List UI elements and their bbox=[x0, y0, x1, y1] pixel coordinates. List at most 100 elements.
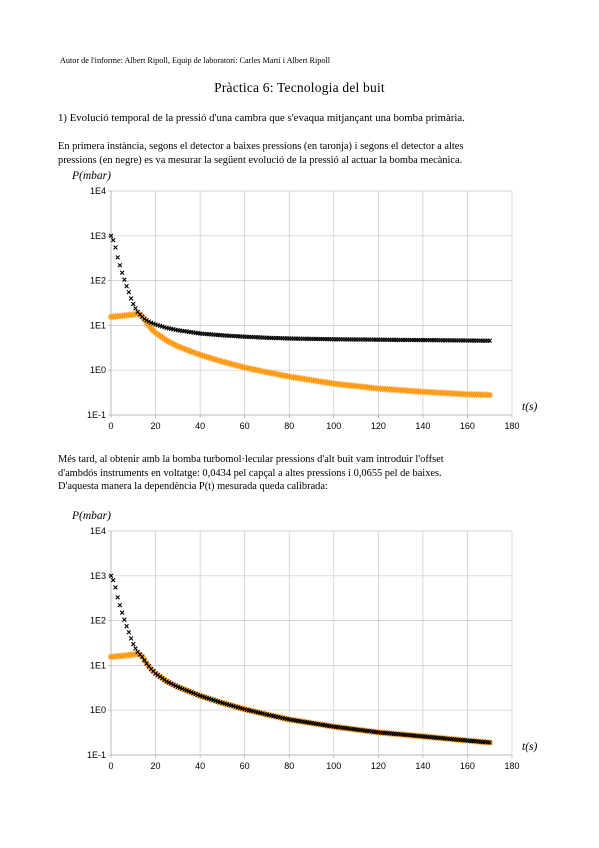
data-point bbox=[203, 353, 210, 361]
data-point bbox=[210, 355, 217, 363]
x-tick-label: 40 bbox=[195, 421, 205, 431]
data-point bbox=[142, 316, 147, 322]
data-point bbox=[119, 270, 125, 275]
data-point bbox=[214, 357, 222, 364]
data-point bbox=[166, 680, 172, 685]
data-point bbox=[144, 318, 149, 323]
x-tick-label: 160 bbox=[460, 761, 475, 771]
x-tick-label: 60 bbox=[240, 761, 250, 771]
x-tick-label: 80 bbox=[284, 421, 294, 431]
data-point bbox=[139, 654, 145, 660]
data-point bbox=[486, 391, 493, 399]
data-point bbox=[124, 283, 129, 289]
data-point bbox=[115, 255, 120, 260]
x-tick-label: 160 bbox=[460, 421, 475, 431]
series-low-pressure-detector bbox=[107, 310, 493, 399]
x-tick-label: 20 bbox=[151, 421, 161, 431]
data-point bbox=[130, 641, 136, 647]
data-point bbox=[142, 658, 147, 663]
data-point bbox=[181, 345, 188, 353]
data-point bbox=[201, 353, 208, 360]
y-tick-label: 1E3 bbox=[90, 231, 106, 241]
data-point bbox=[122, 617, 127, 622]
data-point bbox=[117, 602, 123, 608]
data-point bbox=[128, 296, 134, 301]
x-tick-label: 0 bbox=[108, 761, 113, 771]
data-point bbox=[133, 646, 138, 651]
data-point bbox=[190, 349, 197, 356]
paragraph-line: Més tard, al obtenir amb la bomba turbom… bbox=[58, 454, 444, 465]
data-point bbox=[110, 237, 116, 243]
pressure-chart-initial: 0 20 40 60 80 100 120 140 160 180 1E-1 1E0 1E1 1E2 1E3… bbox=[71, 170, 538, 431]
data-point bbox=[173, 683, 178, 689]
y-tick-label: 1E4 bbox=[90, 186, 106, 196]
author-line: Autor de l'informe: Albert Ripoll, Equip… bbox=[60, 56, 331, 65]
data-point bbox=[133, 306, 138, 311]
y-tick-label: 1E1 bbox=[90, 660, 106, 670]
data-point bbox=[122, 277, 127, 282]
data-point bbox=[192, 349, 199, 357]
data-point bbox=[216, 357, 224, 365]
x-tick-label: 60 bbox=[240, 421, 250, 431]
data-point bbox=[126, 289, 132, 295]
data-point bbox=[113, 585, 118, 590]
paragraph-line: En primera instància, segons el detector… bbox=[58, 141, 464, 152]
page-title: Pràctica 6: Tecnologia del buit bbox=[214, 80, 385, 95]
data-point bbox=[117, 262, 123, 268]
data-point bbox=[134, 650, 141, 658]
data-point bbox=[212, 356, 219, 363]
data-point bbox=[128, 636, 134, 641]
y-tick-label: 1E0 bbox=[90, 365, 106, 375]
data-point bbox=[185, 347, 193, 354]
data-point bbox=[108, 573, 114, 579]
series-low-pressure-detector bbox=[107, 650, 493, 746]
data-point bbox=[170, 340, 177, 348]
data-point bbox=[124, 623, 129, 629]
x-tick-label: 140 bbox=[415, 761, 430, 771]
data-point bbox=[171, 682, 176, 688]
pressure-chart-calibrated: 0 20 40 60 80 100 120 140 160 180 1E-1 1E0 1E1 1E2 1E3… bbox=[71, 510, 538, 771]
series-high-pressure-detector bbox=[108, 233, 493, 344]
data-point bbox=[205, 354, 213, 361]
data-point bbox=[163, 337, 170, 344]
x-tick-label: 180 bbox=[504, 761, 519, 771]
y-axis-label: P(mbar) bbox=[71, 510, 111, 522]
y-tick-label: 1E-1 bbox=[87, 750, 106, 760]
data-point bbox=[164, 679, 169, 684]
x-tick-label: 100 bbox=[326, 421, 341, 431]
paragraph-line: d'ambdós instruments en voltatge: 0,0434… bbox=[58, 467, 442, 479]
data-point bbox=[145, 322, 153, 329]
x-tick-label: 120 bbox=[371, 421, 386, 431]
data-point bbox=[188, 348, 195, 355]
y-tick-label: 1E2 bbox=[90, 276, 106, 286]
data-point bbox=[143, 319, 150, 326]
data-point bbox=[165, 338, 173, 345]
paragraph-intro: En primera instància, segons el detector… bbox=[58, 140, 538, 167]
data-point bbox=[208, 355, 215, 362]
x-tick-label: 120 bbox=[371, 761, 386, 771]
data-point bbox=[199, 352, 206, 359]
x-tick-label: 100 bbox=[326, 761, 341, 771]
paragraph-line: D'aquesta manera la dependència P(t) mes… bbox=[58, 481, 328, 492]
y-tick-label: 1E2 bbox=[90, 616, 106, 626]
data-point bbox=[196, 351, 204, 359]
x-tick-label: 80 bbox=[284, 761, 294, 771]
y-tick-label: 1E1 bbox=[90, 320, 106, 330]
paragraph-calibration: Més tard, al obtenir amb la bomba turbom… bbox=[58, 453, 538, 494]
y-tick-label: 1E-1 bbox=[87, 410, 106, 420]
data-point bbox=[126, 629, 132, 635]
data-point bbox=[146, 319, 152, 324]
data-point bbox=[179, 344, 186, 352]
y-tick-label: 1E0 bbox=[90, 705, 106, 715]
y-tick-label: 1E3 bbox=[90, 571, 106, 581]
x-tick-label: 40 bbox=[195, 761, 205, 771]
x-axis-label: t(s) bbox=[522, 401, 538, 413]
data-point bbox=[113, 245, 118, 250]
x-tick-label: 0 bbox=[108, 421, 113, 431]
y-axis-label: P(mbar) bbox=[71, 170, 111, 182]
data-point bbox=[119, 610, 125, 615]
x-tick-label: 20 bbox=[151, 761, 161, 771]
data-point bbox=[167, 339, 175, 347]
x-axis-label: t(s) bbox=[522, 741, 538, 753]
data-point bbox=[487, 740, 493, 745]
